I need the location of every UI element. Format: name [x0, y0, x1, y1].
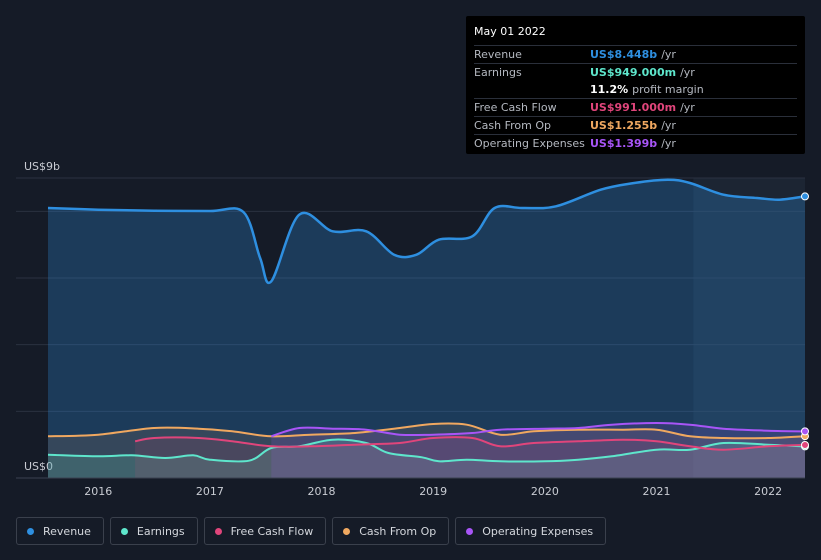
free-cash-flow-end-point: [801, 440, 809, 449]
cash-from-op-area: [48, 423, 805, 478]
legend-dot-icon: [466, 527, 474, 535]
tooltip-row-label: Earnings: [474, 66, 522, 79]
earnings-line: [47, 438, 806, 463]
tooltip-row: Earnings US$949.000m/yr: [474, 63, 797, 81]
revenue-area: [48, 179, 805, 478]
legend-dot-icon: [120, 527, 128, 535]
tooltip-row-label: [474, 81, 590, 98]
legend-label: Free Cash Flow: [230, 524, 314, 538]
tooltip-row-unit: /yr: [680, 66, 695, 79]
x-tick-label: 2018: [308, 485, 336, 498]
x-tick-label: 2022: [754, 485, 782, 498]
tooltip-row: 11.2% profit margin: [474, 81, 797, 98]
tooltip-row: Revenue US$8.448b/yr: [474, 45, 797, 63]
x-tick-label: 2020: [531, 485, 559, 498]
tooltip-row-value: US$8.448b: [590, 48, 658, 61]
tooltip-row: Free Cash Flow US$991.000m/yr: [474, 98, 797, 116]
y-axis-bottom-label: US$0: [24, 460, 53, 473]
legend-label: Revenue: [43, 524, 91, 538]
revenue-line: [47, 178, 806, 285]
legend-item-earnings[interactable]: Earnings: [109, 517, 198, 545]
tooltip-row-label: Operating Expenses: [474, 137, 585, 150]
x-tick-label: 2017: [196, 485, 224, 498]
tooltip-row-unit: /yr: [661, 137, 676, 150]
tooltip-row-unit: profit margin: [632, 83, 704, 96]
tooltip-row-unit: /yr: [661, 48, 676, 61]
tooltip-row-label: Cash From Op: [474, 119, 552, 132]
tooltip-row-value: 11.2%: [590, 83, 629, 96]
legend-dot-icon: [27, 527, 34, 535]
legend: Revenue Earnings Free Cash Flow Cash From O…: [16, 517, 607, 547]
legend-dot-icon: [343, 527, 351, 535]
legend-label: Cash From Op: [359, 524, 437, 538]
tooltip-row-unit: /yr: [661, 119, 676, 132]
free-cash-flow-line: [134, 436, 806, 451]
legend-dot-icon: [214, 527, 222, 535]
legend-label: Earnings: [136, 524, 185, 538]
legend-item-revenue[interactable]: Revenue: [16, 517, 104, 545]
tooltip-row: Operating Expenses US$1.399b/yr: [474, 134, 797, 152]
tooltip-row-value: US$1.399b: [590, 137, 658, 150]
legend-item-cash-from-op[interactable]: Cash From Op: [332, 517, 450, 545]
tooltip-date: May 01 2022: [474, 25, 546, 38]
tooltip: May 01 2022 Revenue US$8.448b/yr Earnings U…: [466, 16, 805, 154]
legend-label: Operating Expenses: [482, 524, 594, 538]
tooltip-row-value: US$1.255b: [590, 119, 658, 132]
y-axis-top-label: US$9b: [24, 160, 60, 173]
x-tick-label: 2019: [419, 485, 447, 498]
tooltip-row-label: Revenue: [474, 48, 522, 61]
tooltip-row-label: Free Cash Flow: [474, 101, 557, 114]
operating-expenses-area: [271, 423, 805, 478]
x-tick-label: 2021: [643, 485, 671, 498]
tooltip-row-unit: /yr: [680, 101, 695, 114]
chart-plot: US$9b US$0 2016 2017 2018 2019 2020 2021 2022: [16, 160, 809, 498]
operating-expenses-end-point: [801, 427, 809, 436]
tooltip-row-value: US$991.000m: [590, 101, 677, 114]
revenue-end-point: [801, 192, 809, 201]
legend-item-free-cash-flow[interactable]: Free Cash Flow: [203, 517, 327, 545]
x-tick-label: 2016: [84, 485, 112, 498]
tooltip-row-value: US$949.000m: [590, 66, 677, 79]
operating-expenses-line: [270, 421, 806, 438]
legend-item-operating-expenses[interactable]: Operating Expenses: [455, 517, 607, 545]
cash-from-op-line: [47, 422, 806, 440]
tooltip-row: Cash From Op US$1.255b/yr: [474, 116, 797, 134]
